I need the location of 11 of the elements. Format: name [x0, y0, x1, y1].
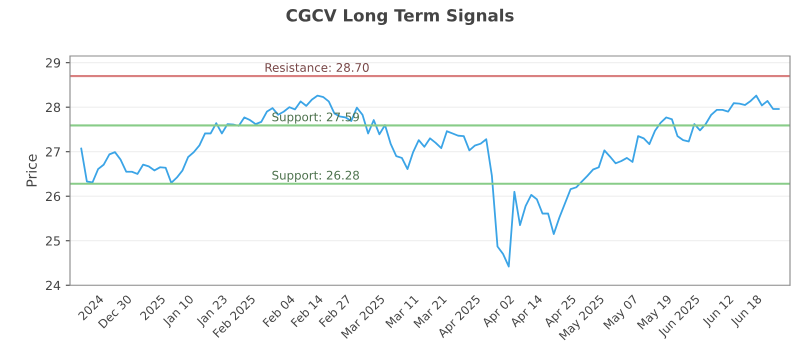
y-tick-label: 25 — [46, 236, 60, 246]
ref-line-label: Support: 26.28 — [272, 170, 359, 182]
ref-line-label: Resistance: 28.70 — [266, 62, 369, 72]
y-tick-label: 26 — [46, 192, 60, 202]
y-tick-label: 29 — [46, 58, 60, 68]
y-axis-title: Price — [26, 154, 37, 186]
y-tick-label: 24 — [46, 280, 60, 290]
line-series — [80, 94, 780, 268]
y-tick-label: 27 — [46, 147, 60, 156]
y-tick-label: 28 — [46, 102, 60, 112]
chart-title: CGCV Long Term Signals — [286, 8, 514, 26]
